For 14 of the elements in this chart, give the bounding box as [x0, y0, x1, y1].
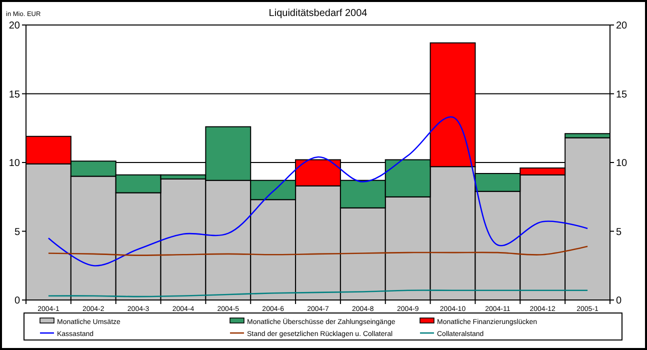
y-tick-label: 0	[14, 296, 20, 306]
y2-tick-label: 15	[616, 89, 628, 100]
y2-tick-label: 20	[616, 20, 628, 32]
y-tick-label: 10	[8, 158, 20, 169]
y-tick-label: 15	[8, 89, 20, 100]
y-tick-label: 20	[8, 20, 20, 32]
y2-tick-label: 5	[616, 226, 622, 238]
line-series	[48, 246, 588, 256]
y2-tick-label: 0	[616, 296, 622, 306]
chart-title: Liquiditätsbedarf 2004	[268, 8, 368, 19]
line-series	[48, 116, 588, 266]
y2-tick-label: 10	[616, 158, 628, 169]
y-tick-label: 5	[14, 226, 20, 238]
line-series	[48, 290, 588, 298]
